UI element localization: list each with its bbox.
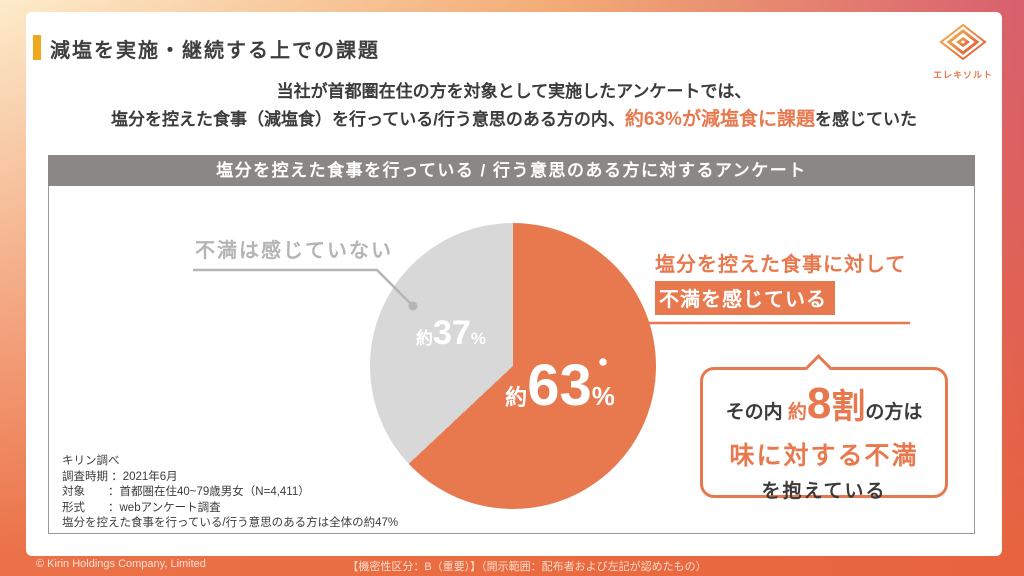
intro-text: 当社が首都圏在住の方を対象として実施したアンケートでは、 塩分を控えた食事（減塩… xyxy=(26,78,1002,134)
callout-part1: その内 xyxy=(725,402,788,423)
annotation-no-dissatisfaction: 不満は感じていない xyxy=(195,240,393,262)
intro-line2-prefix: 塩分を控えた食事（減塩食）を行っている/行う意思のある方の内、 xyxy=(111,110,625,129)
pie-slice-label-63: 約63% xyxy=(480,352,640,419)
slice-63-unit: % xyxy=(591,381,615,411)
survey-footnote: キリン調べ 調査時期 ：2021年6月 対象 ：首都圏在住40~79歳男女（N=… xyxy=(62,454,398,532)
slice-37-unit: % xyxy=(470,329,486,348)
callout-approx: 約 xyxy=(787,402,807,423)
intro-line2-suffix: を感じていた xyxy=(814,110,917,129)
slice-63-value: 63 xyxy=(527,353,592,418)
survey-panel-header: 塩分を控えた食事を行っている / 行う意思のある方に対するアンケート xyxy=(48,155,975,186)
gray-leader-line xyxy=(193,268,414,307)
taste-callout-bubble: その内 約8割の方は 味に対する不満 を抱えている xyxy=(700,354,948,502)
callout-part2: の方は xyxy=(865,402,923,423)
footer-copyright: © Kirin Holdings Company, Limited xyxy=(36,558,206,570)
callout-line-3: を抱えている xyxy=(761,481,887,502)
footnote-line: 調査時期 ：2021年6月 xyxy=(62,470,178,483)
footnote-line: 形式 ：webアンケート調査 xyxy=(62,501,221,514)
survey-panel-body: 約37% 約63% 不満は感じていない 塩分を控えた食事に対して 不満を感じてい… xyxy=(48,186,975,534)
annotation-dissatisfied-line2: 不満を感じている xyxy=(655,281,835,315)
slice-63-prefix: 約 xyxy=(505,385,528,410)
diamond-logo-icon xyxy=(939,23,987,61)
intro-line2-highlight: 約63%が減塩食に課題 xyxy=(624,109,815,130)
slice-37-value: 37 xyxy=(433,314,471,352)
footnote-line: キリン調べ xyxy=(62,455,120,467)
intro-line-1: 当社が首都圏在住の方を対象として実施したアンケートでは、 xyxy=(276,82,752,101)
callout-big-unit: 割 xyxy=(831,388,866,426)
slide-content-area: 減塩を実施・継続する上での課題 エレキソルト 当社が首都圏在住の方を対象として実… xyxy=(26,12,1002,556)
callout-big-number: 8 xyxy=(806,379,832,428)
title-accent-bar xyxy=(33,35,41,60)
intro-line-2: 塩分を控えた食事（減塩食）を行っている/行う意思のある方の内、約63%が減塩食に… xyxy=(26,106,1002,134)
footer-classification: 【機密性区分：B（重要）】（開示範囲：配布者および左記が認めたもの） xyxy=(347,561,707,573)
footnote-line: 塩分を控えた食事を行っている/行う意思のある方は全体の約47% xyxy=(62,517,399,529)
callout-pointer xyxy=(805,354,832,381)
annotation-dissatisfied-line1: 塩分を控えた食事に対して xyxy=(655,254,907,276)
brand-logo-text: エレキソルト xyxy=(932,70,993,80)
callout-line-1: その内 約8割の方は xyxy=(703,382,945,435)
brand-logo: エレキソルト xyxy=(930,23,996,81)
callout-line-2: 味に対する不満 xyxy=(729,442,919,470)
footnote-line: 対象 ：首都圏在住40~79歳男女（N=4,411） xyxy=(62,486,310,498)
page-title: 減塩を実施・継続する上での課題 xyxy=(50,40,380,62)
pie-slice-label-37: 約37% xyxy=(381,314,521,353)
slice-37-prefix: 約 xyxy=(416,329,434,348)
survey-panel: 塩分を控えた食事を行っている / 行う意思のある方に対するアンケート 約37% … xyxy=(48,155,975,534)
annotation-dissatisfied: 塩分を控えた食事に対して 不満を感じている xyxy=(655,248,906,315)
